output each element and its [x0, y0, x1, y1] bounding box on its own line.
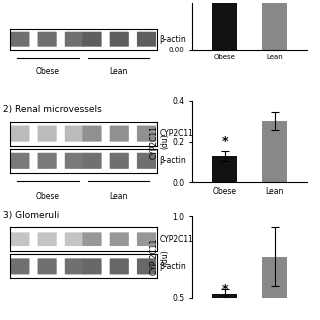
FancyBboxPatch shape: [137, 32, 156, 47]
FancyBboxPatch shape: [65, 153, 84, 169]
FancyBboxPatch shape: [65, 32, 84, 47]
Text: CYP2C11: CYP2C11: [160, 129, 194, 138]
Bar: [262, 3, 287, 50]
FancyBboxPatch shape: [37, 32, 57, 47]
FancyBboxPatch shape: [83, 153, 102, 169]
Text: *: *: [221, 283, 228, 296]
FancyBboxPatch shape: [83, 232, 102, 246]
FancyBboxPatch shape: [110, 125, 129, 142]
Bar: [262, 257, 287, 320]
FancyBboxPatch shape: [83, 258, 102, 275]
FancyBboxPatch shape: [10, 125, 29, 142]
Text: 2) Renal microvessels: 2) Renal microvessels: [3, 105, 102, 114]
Y-axis label: CYP 2C11
(du): CYP 2C11 (du): [150, 239, 170, 275]
Bar: [212, 294, 237, 320]
Y-axis label: CYP2C11
(du): CYP2C11 (du): [150, 125, 170, 158]
FancyBboxPatch shape: [65, 258, 84, 275]
FancyBboxPatch shape: [65, 232, 84, 246]
FancyBboxPatch shape: [137, 258, 156, 275]
FancyBboxPatch shape: [110, 32, 129, 47]
Text: 3) Glomeruli: 3) Glomeruli: [3, 211, 60, 220]
FancyBboxPatch shape: [10, 258, 29, 275]
FancyBboxPatch shape: [83, 125, 102, 142]
Bar: [212, 156, 237, 182]
FancyBboxPatch shape: [110, 153, 129, 169]
FancyBboxPatch shape: [10, 32, 29, 47]
FancyBboxPatch shape: [37, 232, 57, 246]
Text: β-actin: β-actin: [160, 262, 187, 271]
Text: Lean: Lean: [109, 67, 128, 76]
Text: Obese: Obese: [36, 192, 60, 202]
FancyBboxPatch shape: [37, 258, 57, 275]
FancyBboxPatch shape: [110, 258, 129, 275]
FancyBboxPatch shape: [10, 153, 29, 169]
Text: Obese: Obese: [36, 67, 60, 76]
FancyBboxPatch shape: [37, 153, 57, 169]
Text: Lean: Lean: [109, 192, 128, 202]
FancyBboxPatch shape: [37, 125, 57, 142]
FancyBboxPatch shape: [83, 32, 102, 47]
Text: *: *: [221, 135, 228, 148]
Text: β-actin: β-actin: [160, 35, 187, 44]
FancyBboxPatch shape: [10, 232, 29, 246]
Text: CYP2C11: CYP2C11: [160, 235, 194, 244]
Bar: [212, 3, 237, 50]
FancyBboxPatch shape: [137, 232, 156, 246]
FancyBboxPatch shape: [137, 153, 156, 169]
FancyBboxPatch shape: [110, 232, 129, 246]
Text: β-actin: β-actin: [160, 156, 187, 165]
FancyBboxPatch shape: [65, 125, 84, 142]
Bar: [262, 121, 287, 182]
FancyBboxPatch shape: [137, 125, 156, 142]
